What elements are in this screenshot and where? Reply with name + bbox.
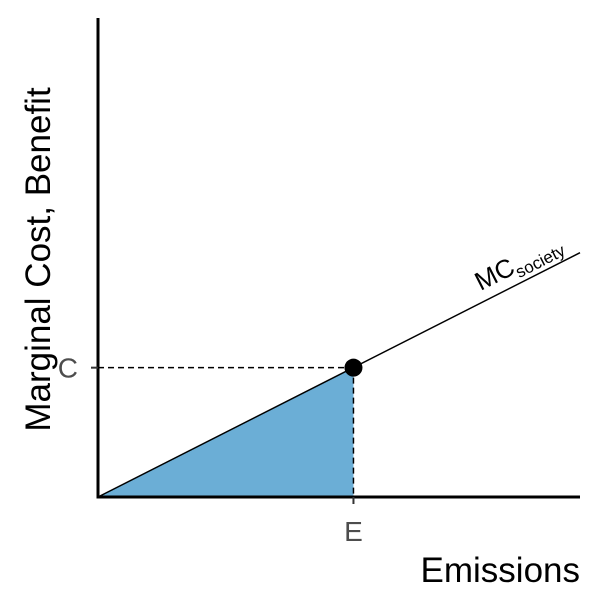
- x-tick-label: E: [344, 516, 363, 547]
- data-point: [344, 358, 363, 377]
- x-axis-title: Emissions: [421, 551, 580, 590]
- series-label-sub: society: [513, 241, 569, 282]
- series-line-mc-society: [97, 252, 581, 498]
- series-label-main: MC: [470, 251, 520, 296]
- y-axis-title: Marginal Cost, Benefit: [19, 87, 58, 432]
- y-tick-label: C: [58, 353, 78, 384]
- series-label: MCsociety: [470, 227, 569, 300]
